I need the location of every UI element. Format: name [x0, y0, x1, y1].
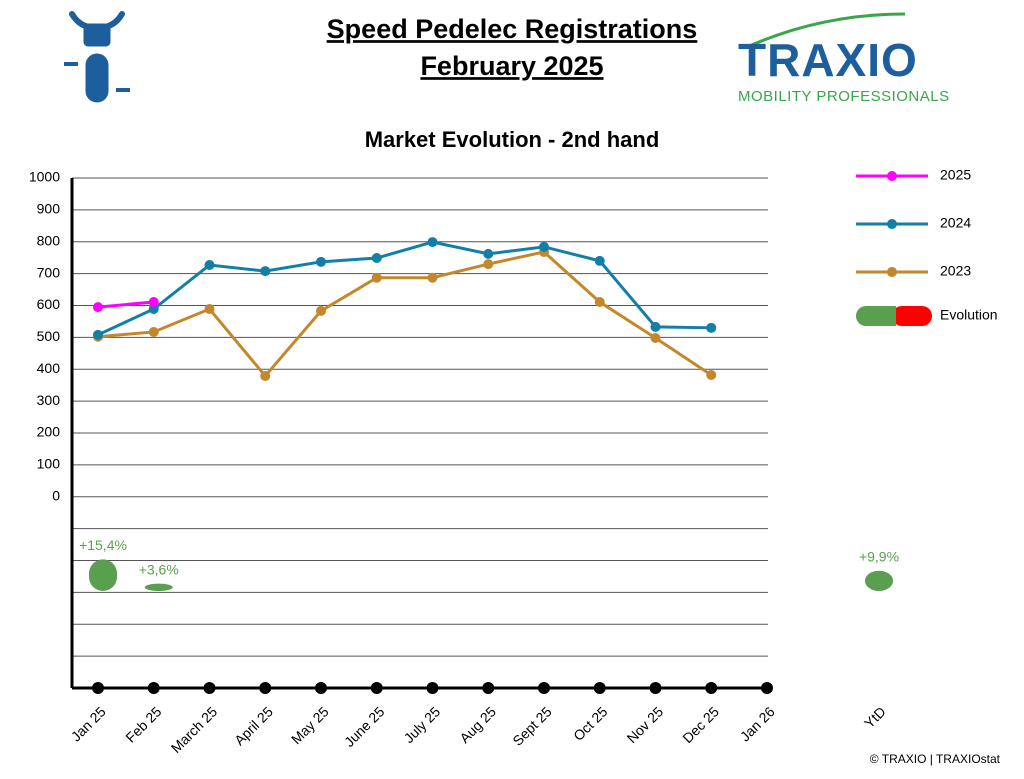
series-line [97, 300, 154, 309]
y-tick-label: 100 [37, 456, 61, 472]
scooter-icon [64, 11, 130, 103]
x-tick-label: Feb 25 [122, 703, 164, 745]
series-point [706, 322, 717, 333]
series-point [427, 272, 438, 283]
series-point [260, 266, 271, 277]
x-tick-label: Oct 25 [570, 703, 611, 744]
x-tick-label: April 25 [231, 703, 276, 748]
series-point [371, 272, 382, 283]
evolution-blob [144, 583, 173, 591]
evolution-label: +9,9% [859, 548, 899, 564]
x-tick-label: June 25 [341, 703, 388, 750]
series-point [539, 241, 549, 252]
axis-dot [705, 682, 718, 694]
legend-label: 2023 [940, 263, 971, 279]
series-line [97, 240, 712, 337]
series-point [148, 326, 159, 337]
y-tick-label: 900 [37, 201, 61, 217]
axis-dot [147, 682, 160, 694]
y-tick-label: 300 [37, 392, 61, 408]
series-point [204, 304, 215, 315]
series-line [97, 250, 713, 379]
x-tick-label: Dec 25 [679, 703, 722, 746]
evolution-label: +3,6% [139, 561, 179, 577]
y-tick-label: 400 [37, 360, 61, 376]
legend-marker [887, 171, 897, 181]
x-tick-label: March 25 [168, 703, 221, 756]
series-point [316, 256, 326, 267]
series-point [594, 255, 605, 266]
evolution-blob [865, 570, 893, 591]
axis-dot [649, 682, 662, 694]
x-tick-label: Nov 25 [624, 703, 667, 746]
series-point [483, 259, 494, 270]
axis-dot [761, 682, 773, 694]
legend-label: Evolution [940, 307, 998, 323]
series-point [594, 296, 605, 307]
axis-dot [538, 682, 550, 694]
axis-dot [92, 682, 104, 694]
ytd-label: YtD [861, 703, 889, 731]
legend-marker [887, 267, 897, 277]
series-point [650, 321, 661, 332]
series-point [483, 248, 494, 259]
y-tick-label: 500 [37, 328, 61, 344]
legend-label: 2025 [940, 167, 971, 183]
series-point [204, 260, 215, 271]
series-point [316, 305, 326, 316]
y-tick-label: 700 [37, 264, 61, 280]
axis-dot [593, 682, 606, 694]
series-point [650, 333, 661, 344]
legend-label: 2024 [940, 215, 971, 231]
y-tick-label: 0 [52, 487, 60, 503]
axis-dot [315, 682, 327, 694]
legend-pill-neg [892, 306, 932, 326]
chart-title: Market Evolution - 2nd hand [365, 127, 660, 152]
series-point [93, 329, 103, 340]
evolution-label: +15,4% [79, 537, 127, 553]
series-point [148, 296, 159, 307]
series-point [148, 304, 159, 315]
footer: © TRAXIO | TRAXIOstat [870, 752, 1001, 766]
logo-tagline: MOBILITY PROFESSIONALS [738, 88, 950, 105]
x-tick-label: Aug 25 [456, 703, 499, 746]
x-tick-label: Jan 25 [68, 703, 109, 744]
series-point [93, 302, 103, 313]
logo-name: TRAXIO [738, 34, 918, 86]
axis-dot [203, 682, 216, 694]
legend-marker [887, 219, 897, 229]
axis-dot [426, 682, 439, 694]
legend-pill-mid [880, 306, 896, 326]
axis-dot [482, 682, 495, 694]
y-tick-label: 200 [37, 424, 61, 440]
axis-dot [370, 682, 383, 694]
axis-dot [259, 682, 272, 694]
series-point [371, 253, 382, 264]
series-point [427, 237, 438, 248]
evolution-blob [89, 559, 117, 591]
x-tick-label: July 25 [401, 703, 444, 746]
y-tick-label: 800 [37, 232, 61, 248]
series-point [706, 369, 717, 380]
x-tick-label: May 25 [288, 703, 332, 747]
title-line2: February 2025 [420, 51, 603, 81]
x-tick-label: Jan 26 [737, 703, 778, 744]
y-tick-label: 1000 [29, 169, 60, 185]
y-tick-label: 600 [37, 296, 61, 312]
title-line1: Speed Pedelec Registrations [327, 14, 698, 44]
logo-swoosh [744, 12, 906, 50]
series-point [260, 370, 271, 381]
x-tick-label: Sept 25 [509, 703, 555, 749]
